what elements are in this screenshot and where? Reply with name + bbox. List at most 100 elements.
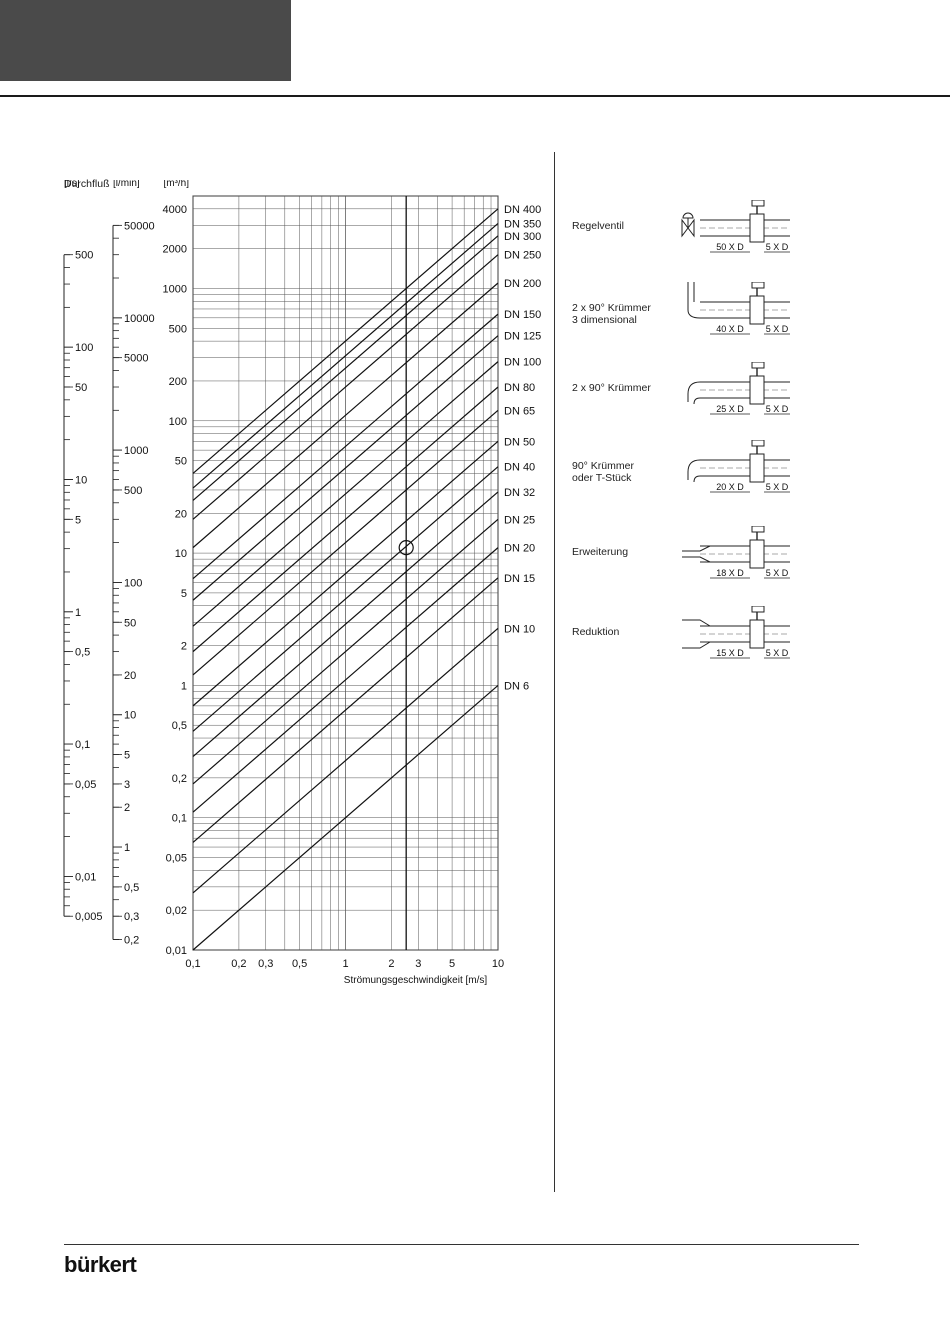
elbow-bend [687, 309, 701, 319]
series-line [192, 223, 499, 489]
installation-label: 90° Krümmer oder T-Stück [572, 460, 634, 484]
series-line [192, 313, 499, 580]
footer-rule [64, 1244, 859, 1245]
series-label: DN 25 [504, 514, 535, 526]
elbow-bend [687, 381, 701, 402]
x-tick-label: 2 [388, 958, 394, 970]
lmin-scale-label: 10 [124, 710, 136, 722]
burkert-logo: bürkert [64, 1252, 137, 1277]
series-label: DN 32 [504, 487, 535, 499]
meter-head [751, 606, 765, 613]
y-tick-label: 0,05 [166, 853, 187, 865]
lmin-scale-label: 0,5 [124, 882, 139, 894]
installation-label: Regelventil [572, 220, 624, 232]
expansion-cone [682, 545, 711, 563]
x-tick-label: 0,2 [231, 958, 246, 970]
header-rule [0, 95, 950, 97]
meter-head [751, 440, 765, 447]
lmin-scale-label: 0,2 [124, 935, 139, 947]
ls-scale-label: 5 [75, 514, 81, 526]
ls-scale-label: 500 [75, 250, 93, 262]
valve-actuator [682, 212, 694, 219]
y-tick-label: 1000 [163, 283, 187, 295]
ls-scale-label: 0,5 [75, 647, 90, 659]
ls-scale-unit: [l/s] [64, 180, 80, 189]
meter-flange [749, 375, 765, 405]
meter-flange [749, 619, 765, 649]
upstream-length: 50 X D [716, 242, 744, 252]
y-tick-label: 20 [175, 508, 187, 520]
series-line [192, 335, 499, 601]
downstream-length: 5 X D [766, 568, 789, 578]
installation-diagram: 40 X D 5 X D [687, 282, 790, 335]
lmin-scale-label: 3 [124, 779, 130, 791]
upstream-length: 25 X D [716, 404, 744, 414]
meter-flange [749, 213, 765, 243]
lmin-scale-label: 50000 [124, 220, 155, 232]
x-tick-label: 3 [415, 958, 421, 970]
ls-scale-label: 50 [75, 382, 87, 394]
y-tick-label: 2000 [163, 244, 187, 256]
downstream-length: 5 X D [766, 404, 789, 414]
y-tick-label: 5 [181, 588, 187, 600]
y-unit-label: [m³/h] [163, 180, 189, 189]
lmin-scale-label: 5 [124, 750, 130, 762]
upstream-length: 18 X D [716, 568, 744, 578]
x-tick-label: 0,5 [292, 958, 307, 970]
chart-grid [192, 195, 499, 951]
dn-lines [192, 208, 499, 951]
ls-scale-label: 0,05 [75, 779, 96, 791]
meter-flange [749, 539, 765, 569]
series-label: DN 65 [504, 405, 535, 417]
elbow-bend [687, 459, 701, 480]
x-tick-label: 0,3 [258, 958, 273, 970]
ls-scale-label: 100 [75, 342, 93, 354]
series-line [192, 409, 499, 676]
installation-label: 2 x 90° Krümmer [572, 382, 651, 394]
y-tick-label: 0,2 [172, 773, 187, 785]
installation-label: Reduktion [572, 626, 620, 638]
installation-diagram: 18 X D 5 X D [682, 526, 790, 579]
y-tick-label: 10 [175, 548, 187, 560]
lmin-scale-label: 1 [124, 842, 130, 854]
y-tick-label: 500 [169, 323, 187, 335]
y-tick-label: 100 [169, 416, 187, 428]
installation-diagram: 20 X D 5 X D [687, 440, 790, 493]
series-label: DN 6 [504, 680, 529, 692]
elbow-bend [693, 397, 701, 405]
upstream-length: 15 X D [716, 648, 744, 658]
y-tick-label: 0,1 [172, 813, 187, 825]
series-label: DN 100 [504, 357, 541, 369]
lmin-scale-label: 10000 [124, 313, 155, 325]
x-axis-label: Strömungsgeschwindigkeit [m/s] [344, 975, 488, 986]
downstream-length: 5 X D [766, 482, 789, 492]
series-label: DN 150 [504, 309, 541, 321]
ls-scale-label: 1 [75, 607, 81, 619]
lmin-scale-label: 500 [124, 485, 142, 497]
y-tick-label: 1 [181, 680, 187, 692]
example-point-marker [398, 540, 414, 556]
x-tick-label: 10 [492, 958, 504, 970]
lmin-scale-label: 5000 [124, 353, 148, 365]
lmin-scale-unit: [l/min] [113, 180, 140, 189]
valve-symbol [681, 218, 695, 238]
lmin-scale-label: 20 [124, 670, 136, 682]
series-label: DN 400 [504, 204, 541, 216]
upstream-length: 20 X D [716, 482, 744, 492]
downstream-length: 5 X D [766, 324, 789, 334]
header-block [0, 0, 291, 81]
y-tick-label: 200 [169, 376, 187, 388]
lmin-scale-label: 100 [124, 577, 142, 589]
x-tick-label: 1 [342, 958, 348, 970]
flow-velocity-chart: 5001005010510,50,10,050,010,005[l/s]5000… [63, 180, 541, 986]
upstream-length: 40 X D [716, 324, 744, 334]
series-line [192, 547, 499, 813]
ls-scale-label: 0,1 [75, 739, 90, 751]
meter-head [751, 200, 765, 207]
series-line [192, 361, 499, 627]
installation-label: Erweiterung [572, 546, 629, 558]
installation-diagram: 50 X D 5 X D [681, 200, 790, 253]
meter-flange [749, 453, 765, 483]
reduction-cone [682, 619, 711, 649]
installation-diagram: 15 X D 5 X D [682, 606, 790, 659]
